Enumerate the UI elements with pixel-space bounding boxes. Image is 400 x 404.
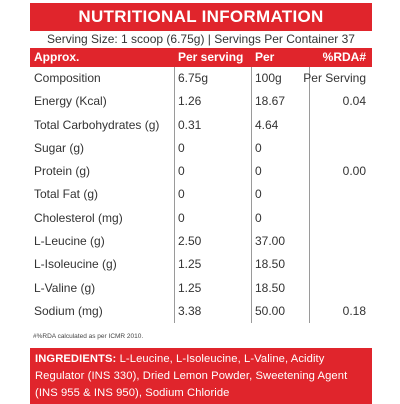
table-row: Composition 6.75g 100g Per Serving bbox=[30, 67, 372, 90]
table-row: Sugar (g) 0 0 bbox=[30, 137, 372, 160]
ingredients-list: L-Leucine, L-Isoleucine, L-Valine, Acidi… bbox=[35, 353, 348, 400]
row-rda: Per Serving bbox=[303, 71, 366, 85]
row-per-100g: 18.50 bbox=[255, 280, 286, 295]
row-per-serving: 0 bbox=[178, 210, 185, 225]
nutrition-table: Composition 6.75g 100g Per Serving Energ… bbox=[30, 67, 372, 323]
ingredients-label: INGREDIENTS: bbox=[35, 353, 117, 366]
rda-footnote: #%RDA calculated as per ICMR 2010. bbox=[33, 333, 144, 341]
panel-title: NUTRITIONAL INFORMATION bbox=[30, 3, 372, 31]
row-label: Cholesterol (mg) bbox=[34, 210, 123, 225]
row-per-100g: 0 bbox=[255, 210, 262, 225]
header-per-serving: Per serving bbox=[178, 50, 244, 64]
row-rda: 0.18 bbox=[342, 303, 366, 318]
table-row: L-Leucine (g) 2.50 37.00 bbox=[30, 230, 372, 253]
serving-info: Serving Size: 1 scoop (6.75g) | Servings… bbox=[47, 32, 355, 46]
row-per-serving: 1.25 bbox=[178, 280, 202, 295]
table-row: Protein (g) 0 0 0.00 bbox=[30, 160, 372, 183]
row-per-serving: 1.25 bbox=[178, 257, 202, 272]
row-per-serving: 0.31 bbox=[178, 117, 202, 132]
row-per-serving: 2.50 bbox=[178, 234, 202, 249]
row-per-100g: 0 bbox=[255, 140, 262, 155]
row-per-serving: 1.26 bbox=[178, 94, 202, 109]
row-label: Total Carbohydrates (g) bbox=[34, 117, 160, 132]
row-label: L-Isoleucine (g) bbox=[34, 257, 117, 272]
row-rda: 0.04 bbox=[342, 94, 366, 109]
row-per-serving: 0 bbox=[178, 187, 185, 202]
ingredients-box: INGREDIENTS: L-Leucine, L-Isoleucine, L-… bbox=[30, 348, 372, 404]
row-per-100g: 18.67 bbox=[255, 94, 286, 109]
row-per-100g: 100g bbox=[255, 71, 282, 85]
row-per-serving: 0 bbox=[178, 164, 185, 179]
column-divider bbox=[309, 67, 310, 323]
header-approx: Approx. bbox=[34, 50, 80, 64]
table-row: Sodium (mg) 3.38 50.00 0.18 bbox=[30, 300, 372, 323]
header-rda: %RDA# bbox=[322, 50, 366, 64]
row-per-100g: 37.00 bbox=[255, 234, 286, 249]
header-per: Per bbox=[255, 50, 275, 64]
column-divider bbox=[174, 67, 175, 323]
row-per-serving: 6.75g bbox=[178, 71, 209, 85]
row-label: Energy (Kcal) bbox=[34, 94, 107, 109]
row-per-100g: 4.64 bbox=[255, 117, 279, 132]
table-row: Energy (Kcal) 1.26 18.67 0.04 bbox=[30, 90, 372, 113]
row-per-100g: 50.00 bbox=[255, 303, 286, 318]
row-label: Sodium (mg) bbox=[34, 303, 103, 318]
table-row: L-Valine (g) 1.25 18.50 bbox=[30, 277, 372, 300]
row-rda: 0.00 bbox=[342, 164, 366, 179]
row-label: L-Valine (g) bbox=[34, 280, 96, 295]
table-header: Approx. Per serving Per %RDA# bbox=[30, 48, 372, 67]
row-label: L-Leucine (g) bbox=[34, 234, 105, 249]
table-row: Cholesterol (mg) 0 0 bbox=[30, 207, 372, 230]
row-per-serving: 0 bbox=[178, 140, 185, 155]
row-label: Composition bbox=[34, 71, 101, 85]
row-per-serving: 3.38 bbox=[178, 303, 202, 318]
table-row: L-Isoleucine (g) 1.25 18.50 bbox=[30, 253, 372, 276]
row-per-100g: 0 bbox=[255, 187, 262, 202]
column-divider bbox=[251, 67, 252, 323]
row-per-100g: 0 bbox=[255, 164, 262, 179]
row-label: Total Fat (g) bbox=[34, 187, 99, 202]
table-row: Total Carbohydrates (g) 0.31 4.64 bbox=[30, 114, 372, 137]
table-row: Total Fat (g) 0 0 bbox=[30, 183, 372, 206]
row-label: Protein (g) bbox=[34, 164, 91, 179]
nutrition-panel: NUTRITIONAL INFORMATION Serving Size: 1 … bbox=[30, 3, 372, 404]
row-per-100g: 18.50 bbox=[255, 257, 286, 272]
row-label: Sugar (g) bbox=[34, 140, 85, 155]
